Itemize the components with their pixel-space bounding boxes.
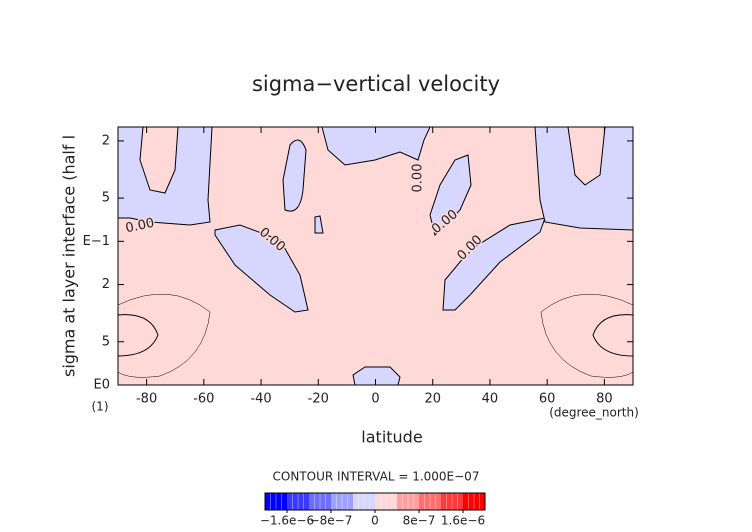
contour-label: 0.00 — [124, 216, 155, 237]
colorbar-box — [441, 493, 463, 510]
x-tick-label: -20 — [308, 392, 329, 407]
y-tick-label: E−1 — [83, 234, 110, 249]
contour-line — [540, 293, 634, 378]
x-tick-label: 40 — [482, 392, 499, 407]
colorbar-box — [353, 493, 375, 510]
x-tick-label: -60 — [193, 392, 214, 407]
x-tick-label: 80 — [596, 392, 613, 407]
negative-region — [352, 366, 401, 386]
y-tick-label: 2 — [102, 277, 110, 292]
contour-interval: CONTOUR INTERVAL = 1.000E−07 — [273, 470, 480, 484]
y-tick-label: 5 — [102, 334, 110, 349]
colorbar-box — [463, 493, 485, 510]
colorbar-tick-label: −1.6e−6 — [260, 514, 314, 528]
x-tick-label: 20 — [424, 392, 441, 407]
contour-line — [117, 314, 159, 357]
x-unit: (degree_north) — [549, 406, 639, 420]
x-tick-label: -40 — [250, 392, 271, 407]
x-tick-label: 0 — [371, 392, 379, 407]
contour-line — [117, 293, 211, 378]
negative-region — [429, 154, 472, 236]
negative-region — [442, 217, 546, 311]
x-axis-label: latitude — [361, 428, 422, 447]
colorbar-tick-label: 1.6e−6 — [441, 514, 485, 528]
colorbar-tick-label: 0 — [371, 514, 379, 528]
contour-label: 0.00 — [411, 164, 426, 193]
contour-line — [592, 314, 634, 357]
colorbar-box — [419, 493, 441, 510]
y-unit: (1) — [92, 400, 109, 414]
colorbar-box — [375, 493, 397, 510]
colorbar-tick-label: −8e−7 — [310, 514, 353, 528]
colorbar-box — [309, 493, 331, 510]
colorbar-tick-label: 8e−7 — [403, 514, 436, 528]
y-tick-label: 5 — [102, 191, 110, 206]
negative-region — [282, 139, 307, 212]
y-tick-label: 2 — [102, 133, 110, 148]
negative-regions — [117, 126, 634, 386]
negative-region — [321, 126, 431, 166]
x-tick-label: 60 — [539, 392, 556, 407]
colorbar-box — [331, 493, 353, 510]
colorbar-box — [287, 493, 309, 510]
colorbar-box — [265, 493, 287, 510]
negative-region — [314, 215, 324, 234]
x-tick-label: -80 — [136, 392, 157, 407]
y-tick-label: E0 — [94, 378, 111, 393]
contour-lines — [117, 293, 634, 378]
negative-region — [214, 224, 309, 313]
chart-title: sigma−vertical velocity — [252, 72, 500, 96]
y-axis-label: sigma at layer interface (half l — [60, 135, 79, 377]
colorbar-box — [397, 493, 419, 510]
